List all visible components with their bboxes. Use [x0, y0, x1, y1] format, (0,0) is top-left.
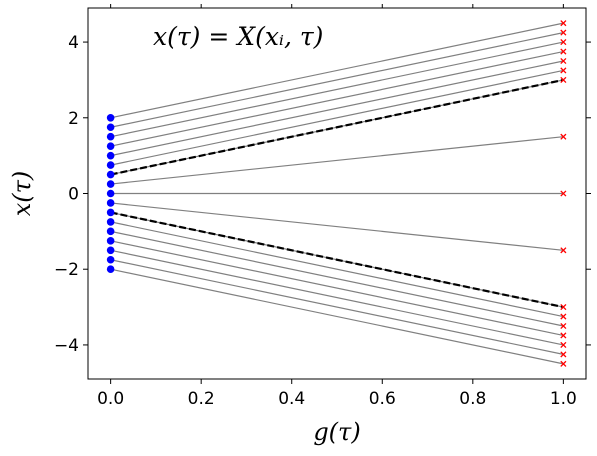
start-point [106, 123, 115, 132]
end-point [560, 322, 567, 330]
end-point [560, 29, 567, 36]
start-point [106, 161, 115, 169]
x-tick-label: 0.8 [459, 389, 486, 409]
trajectory-line [110, 202, 564, 251]
x-tick-label: 0.0 [97, 389, 124, 409]
start-point [106, 208, 115, 217]
trajectory-lines [110, 22, 564, 365]
trajectory-line [110, 50, 564, 147]
start-point [106, 255, 115, 264]
start-point [106, 189, 115, 198]
trajectory-line [110, 41, 564, 138]
trajectory-line [110, 32, 564, 128]
end-markers [560, 20, 567, 367]
start-point [106, 227, 115, 236]
x-tick-label: 1.0 [550, 389, 577, 409]
y-tick-label: 0 [68, 185, 79, 205]
trajectory-line [110, 259, 564, 355]
start-point [106, 265, 115, 274]
end-point [560, 351, 567, 358]
trajectory-line [110, 221, 564, 318]
trajectory-line [110, 230, 564, 327]
end-point [560, 133, 567, 140]
trajectory-line [110, 22, 564, 119]
annotation: x(τ) = X(xᵢ, τ) [153, 22, 323, 51]
dashed-lines [110, 78, 564, 309]
end-point [560, 57, 567, 65]
x-tick-label: 0.4 [278, 389, 305, 409]
start-point [106, 170, 115, 179]
end-point [560, 247, 567, 254]
trajectory-line [110, 240, 564, 337]
end-point [560, 67, 567, 74]
end-point [560, 332, 567, 339]
y-tick-label: −2 [54, 260, 79, 280]
start-point [106, 142, 115, 150]
end-point [560, 190, 567, 197]
end-point [560, 360, 567, 367]
y-tick-label: 2 [68, 109, 79, 129]
x-ticks: 0.0 0.2 0.4 0.6 0.8 1.0 [97, 4, 577, 409]
start-markers [106, 113, 115, 274]
y-tick-label: −4 [54, 336, 79, 356]
start-point [106, 132, 115, 141]
trajectory-line [110, 136, 564, 185]
start-point [106, 113, 115, 122]
trajectory-line [110, 69, 564, 166]
trajectory-line [110, 268, 564, 365]
x-tick-label: 0.6 [369, 389, 396, 409]
end-point [560, 20, 567, 27]
trajectory-line [110, 249, 564, 346]
start-point [106, 237, 115, 245]
end-point [560, 313, 567, 320]
trajectory-line [110, 60, 564, 157]
dashed-line [110, 211, 564, 309]
start-point [106, 218, 115, 226]
dashed-line [110, 78, 564, 176]
end-point [560, 48, 567, 55]
end-point [560, 76, 567, 83]
y-axis-label: x(τ) [8, 171, 36, 217]
x-tick-label: 0.2 [188, 389, 215, 409]
start-point [106, 199, 115, 207]
end-point [560, 304, 567, 311]
start-point [106, 180, 115, 188]
end-point [560, 39, 567, 46]
y-tick-label: 4 [68, 33, 79, 53]
end-point [560, 341, 567, 348]
start-point [106, 246, 115, 255]
x-axis-label: g(τ) [313, 418, 360, 446]
y-ticks: −4 −2 0 2 4 [54, 33, 591, 356]
start-point [106, 151, 115, 160]
